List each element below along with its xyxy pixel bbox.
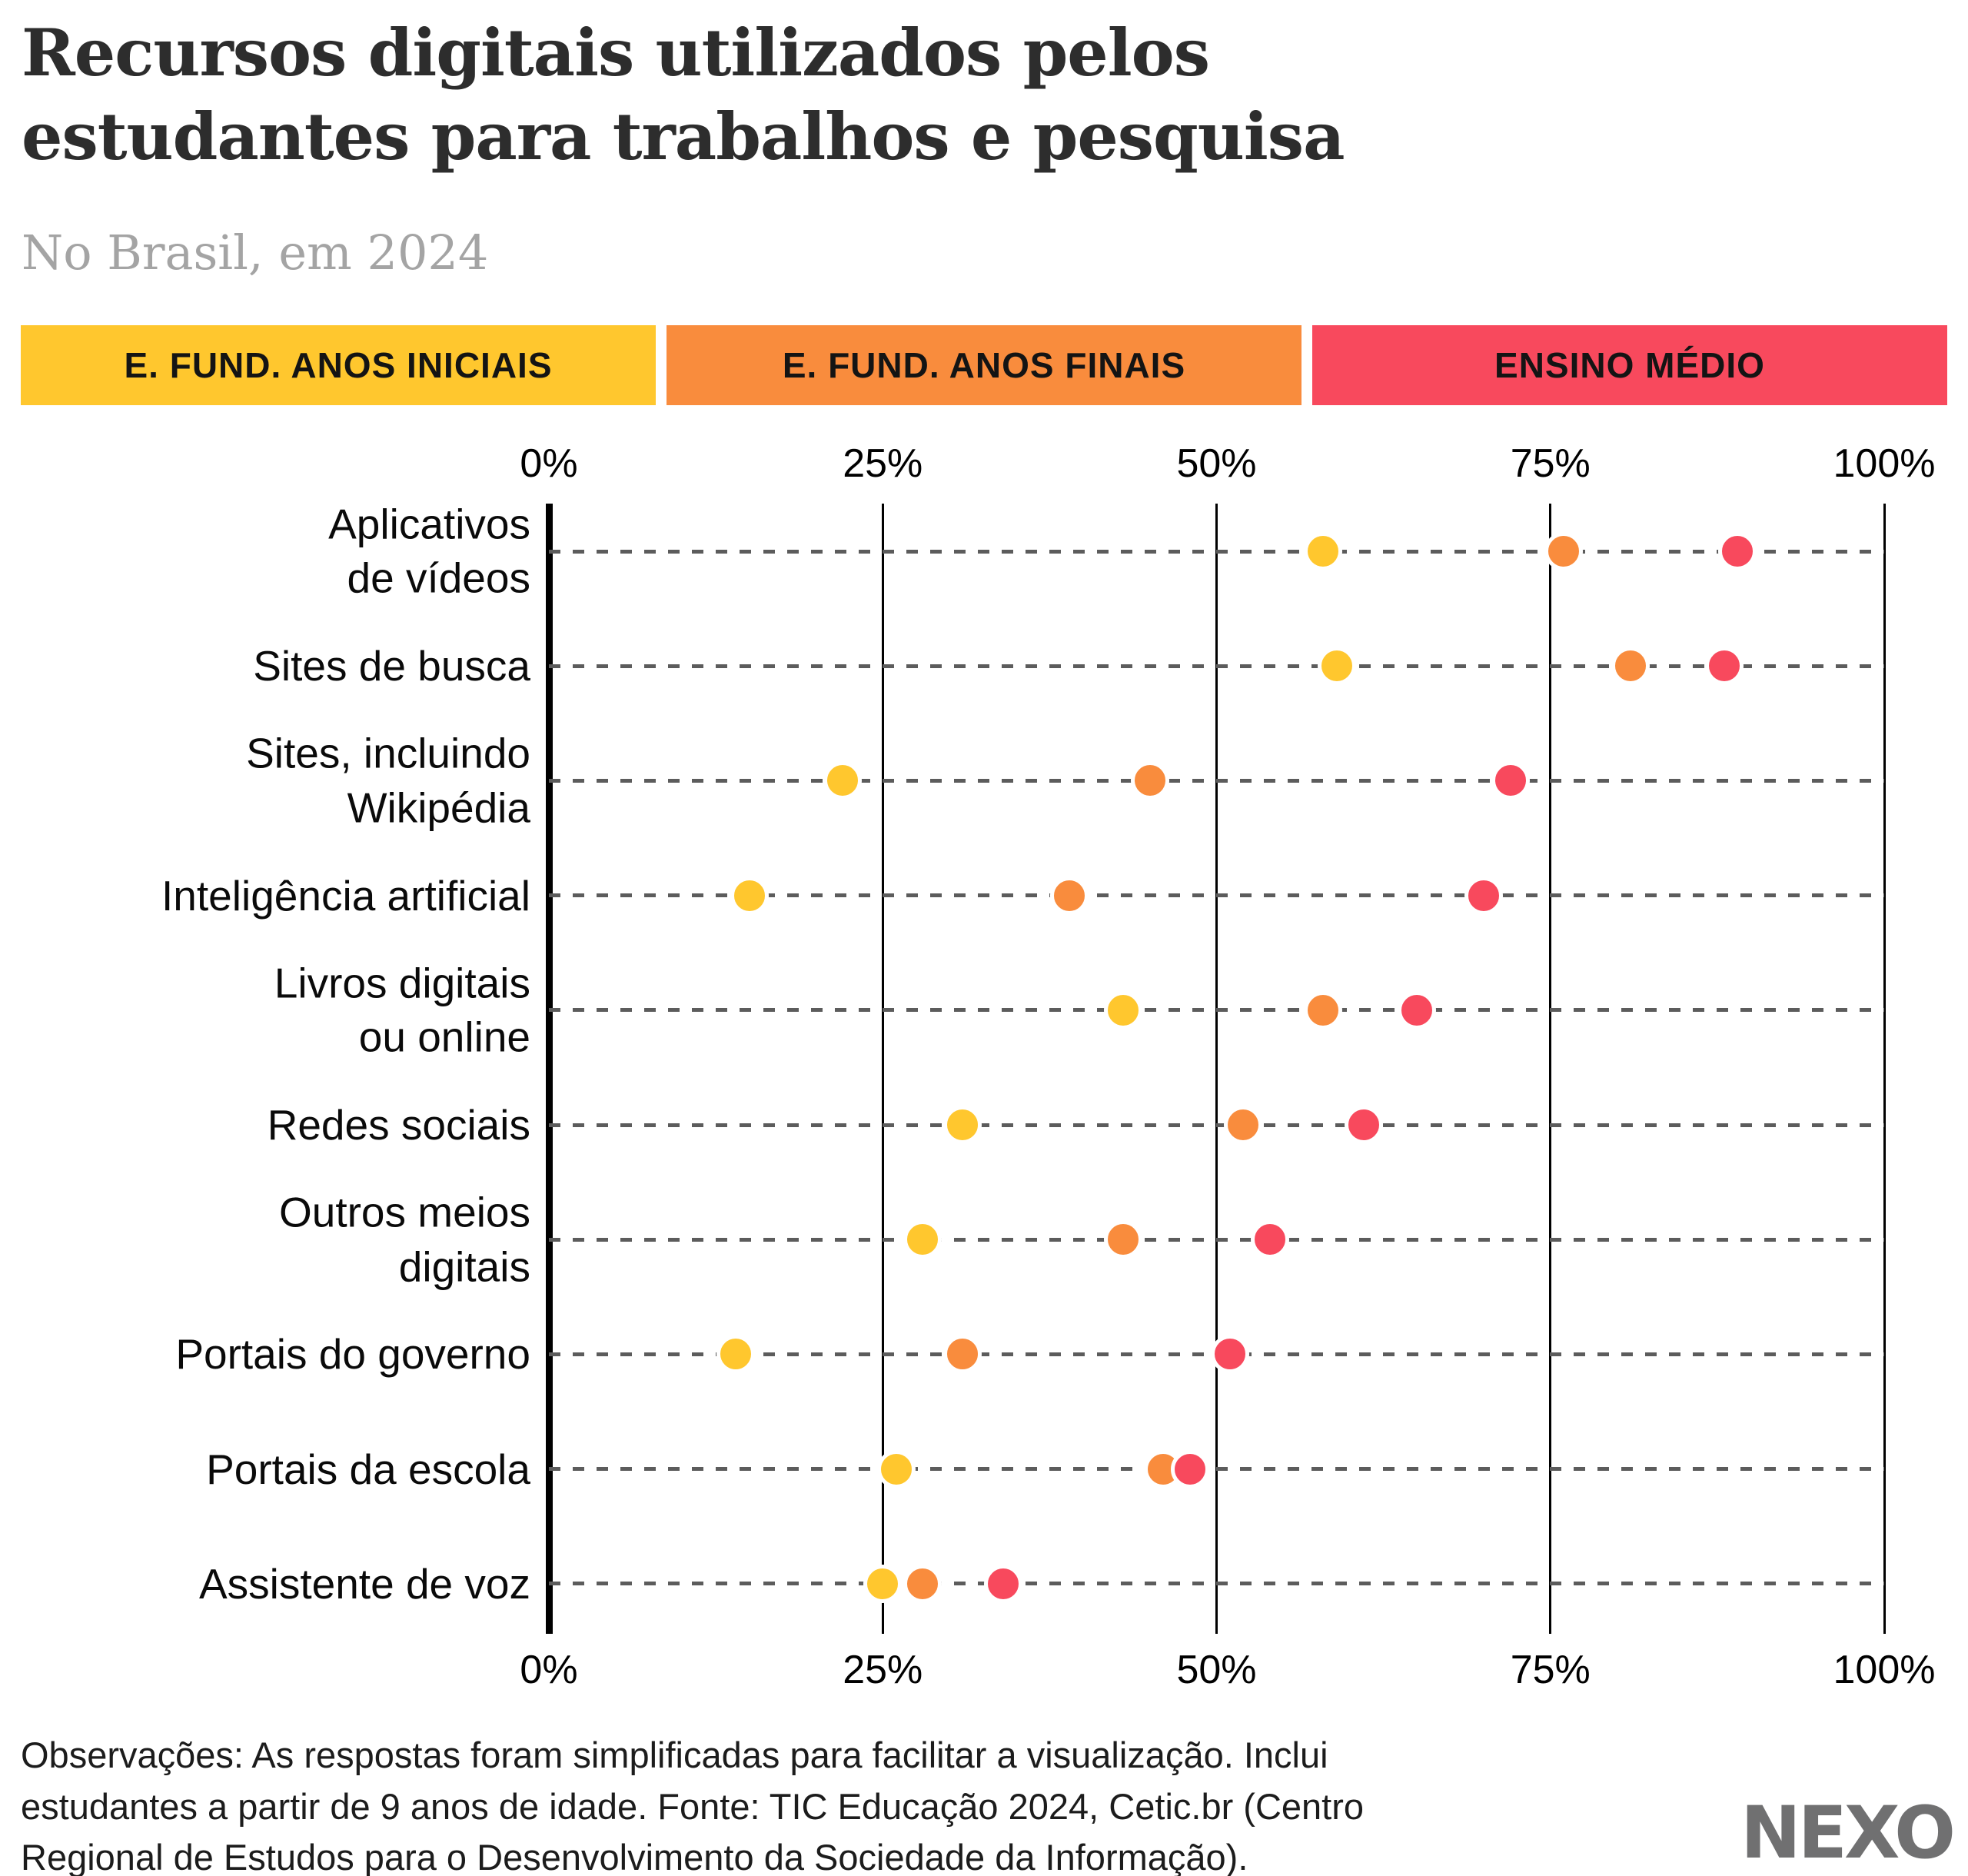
dot-finais — [1544, 532, 1584, 570]
dot-iniciais — [823, 761, 863, 800]
x-gridline — [1549, 504, 1552, 1634]
dot-finais — [1304, 990, 1343, 1029]
x-tick-bottom: 25% — [843, 1648, 923, 1692]
row-dashline — [549, 1123, 1884, 1127]
source-note: Observações: As respostas foram simplifi… — [21, 1735, 1365, 1876]
dot-iniciais — [1103, 990, 1142, 1029]
row-label: Aplicativos de vídeos — [328, 500, 530, 602]
row-dashline — [549, 778, 1884, 783]
dot-iniciais — [1304, 532, 1343, 570]
row-label: Sites de busca — [253, 641, 530, 690]
row-label: Portais da escola — [206, 1445, 530, 1493]
dot-medio — [983, 1564, 1022, 1603]
dot-medio — [1491, 761, 1530, 800]
row-dashline — [549, 1467, 1884, 1472]
dot-medio — [1398, 990, 1437, 1029]
dot-finais — [943, 1335, 982, 1374]
dot-finais — [903, 1564, 942, 1603]
dot-medio — [1704, 647, 1744, 686]
y-axis-line — [545, 504, 553, 1634]
x-tick-top: 50% — [1176, 441, 1257, 486]
row-label: Inteligência artificial — [161, 871, 530, 920]
row-dashline — [549, 893, 1884, 898]
row-label: Assistente de voz — [198, 1559, 530, 1608]
row-label: Portais do governo — [175, 1330, 530, 1379]
x-gridline — [881, 504, 884, 1634]
dot-medio — [1250, 1220, 1289, 1259]
dot-finais — [1050, 876, 1089, 915]
dot-finais — [1130, 761, 1169, 800]
legend-item-fund-iniciais: E. FUND. ANOS INICIAIS — [21, 325, 656, 405]
dot-medio — [1717, 532, 1757, 570]
dot-iniciais — [863, 1564, 903, 1603]
row-dashline — [549, 549, 1884, 554]
nexo-logo: NEXO — [1740, 1791, 1956, 1875]
dot-medio — [1344, 1106, 1383, 1144]
legend: E. FUND. ANOS INICIAIS E. FUND. ANOS FIN… — [21, 325, 1947, 405]
dot-iniciais — [876, 1449, 916, 1488]
x-tick-top: 75% — [1510, 441, 1591, 486]
dot-medio — [1464, 876, 1503, 915]
x-tick-bottom: 75% — [1510, 1648, 1591, 1692]
dot-finais — [1611, 647, 1650, 686]
x-gridline — [1883, 504, 1886, 1634]
dot-finais — [1224, 1106, 1263, 1144]
dot-iniciais — [730, 876, 769, 915]
x-tick-top: 100% — [1833, 441, 1936, 486]
row-dashline — [549, 664, 1884, 668]
dot-iniciais — [716, 1335, 756, 1374]
row-label: Livros digitais ou online — [274, 959, 530, 1061]
row-dashline — [549, 1582, 1884, 1586]
dot-medio — [1170, 1449, 1209, 1488]
dot-medio — [1210, 1335, 1249, 1374]
row-dashline — [549, 1237, 1884, 1242]
legend-item-ensino-medio: ENSINO MÉDIO — [1312, 325, 1947, 405]
x-tick-top: 25% — [843, 441, 923, 486]
row-label: Sites, incluindo Wikipédia — [246, 730, 530, 832]
row-dashline — [549, 1008, 1884, 1013]
row-label: Outros meios digitais — [278, 1188, 530, 1291]
x-tick-bottom: 50% — [1176, 1648, 1257, 1692]
row-label: Redes sociais — [267, 1100, 530, 1149]
page-title: Recursos digitais utilizados pelos estud… — [22, 15, 1345, 175]
x-gridline — [1215, 504, 1218, 1634]
dot-iniciais — [943, 1106, 982, 1144]
dot-iniciais — [1317, 647, 1356, 686]
dot-finais — [1103, 1220, 1142, 1259]
x-tick-top: 0% — [520, 441, 578, 486]
dot-iniciais — [903, 1220, 942, 1259]
x-tick-bottom: 0% — [520, 1648, 578, 1692]
legend-item-fund-finais: E. FUND. ANOS FINAIS — [667, 325, 1301, 405]
chart-subtitle: No Brasil, em 2024 — [22, 225, 489, 281]
x-tick-bottom: 100% — [1833, 1648, 1936, 1692]
